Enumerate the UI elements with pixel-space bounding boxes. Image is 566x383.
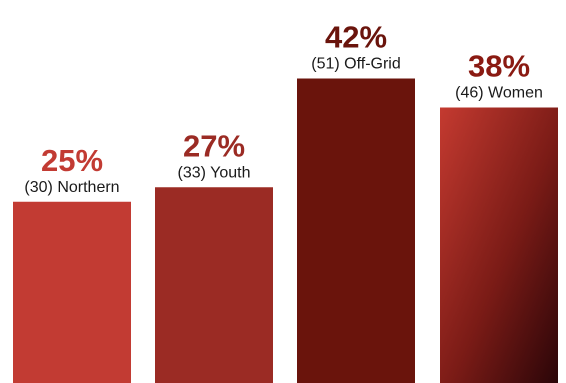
bar-women [440, 107, 558, 383]
category-label-youth: (33) Youth [178, 164, 251, 181]
percent-label-northern: 25% [41, 143, 103, 178]
bar-northern [13, 201, 131, 383]
category-label-off-grid: (51) Off-Grid [311, 56, 401, 73]
bar-youth [155, 187, 273, 383]
category-label-women: (46) Women [455, 85, 543, 102]
percent-label-women: 38% [468, 49, 530, 84]
bars-group [13, 78, 558, 383]
bar-off-grid [297, 78, 415, 383]
category-label-northern: (30) Northern [24, 179, 119, 196]
percent-label-off-grid: 42% [325, 20, 387, 55]
percent-label-youth: 27% [183, 128, 245, 163]
